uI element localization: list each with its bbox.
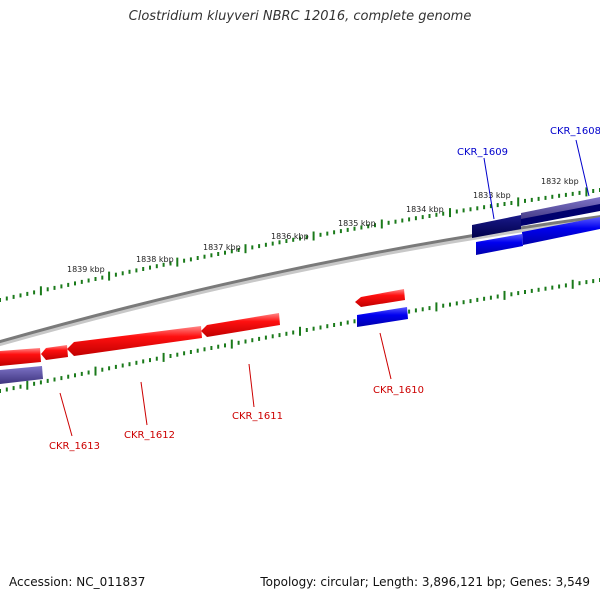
gene-blue-below-1610[interactable] [357, 307, 408, 327]
kbp-label-1838: 1838 kbp [136, 255, 174, 264]
genome-title: Clostridium kluyveri NBRC 12016, complet… [128, 9, 472, 24]
inner-scale-ticks [0, 278, 600, 393]
feature-bar-dark-upper [472, 215, 521, 238]
feature-bar-purple-lower [0, 366, 43, 384]
kbp-label-1839: 1839 kbp [67, 265, 105, 274]
leader-CKR_1610 [379, 332, 392, 380]
gene-CKR_1609[interactable] [476, 234, 523, 255]
leader-CKR_1609 [483, 157, 495, 220]
kbp-label-1836: 1836 kbp [271, 232, 309, 241]
kbp-label-1835: 1835 kbp [338, 219, 376, 228]
gene-label-CKR_1613[interactable]: CKR_1613 [49, 441, 100, 452]
accession-text: Accession: NC_011837 [9, 575, 146, 589]
genome-summary-text: Topology: circular; Length: 3,896,121 bp… [260, 575, 590, 589]
gene-CKR_1611[interactable] [201, 313, 280, 337]
gene-label-CKR_1612[interactable]: CKR_1612 [124, 430, 175, 441]
gene-CKR_1610[interactable] [355, 289, 405, 307]
kbp-label-1833: 1833 kbp [473, 191, 511, 200]
leader-CKR_1611 [248, 363, 255, 408]
gene-label-CKR_1609[interactable]: CKR_1609 [457, 147, 508, 158]
feature-bar-dark-long [521, 204, 600, 226]
kbp-label-1832: 1832 kbp [541, 177, 579, 186]
kbp-label-1837: 1837 kbp [203, 243, 241, 252]
leader-CKR_1612 [140, 381, 148, 426]
gene-small-red[interactable] [41, 345, 68, 360]
gene-label-CKR_1610[interactable]: CKR_1610 [373, 385, 424, 396]
gene-label-CKR_1608[interactable]: CKR_1608 [550, 126, 600, 137]
leader-CKR_1608 [575, 139, 590, 197]
outer-scale-ticks [0, 187, 600, 302]
gene-CKR_1613[interactable] [0, 348, 41, 366]
gene-label-CKR_1611[interactable]: CKR_1611 [232, 411, 283, 422]
backbone-shadow [0, 216, 600, 347]
kbp-label-1834: 1834 kbp [406, 205, 444, 214]
gene-CKR_1608[interactable] [522, 217, 600, 245]
gene-CKR_1612[interactable] [67, 326, 202, 356]
leader-CKR_1613 [59, 392, 73, 437]
